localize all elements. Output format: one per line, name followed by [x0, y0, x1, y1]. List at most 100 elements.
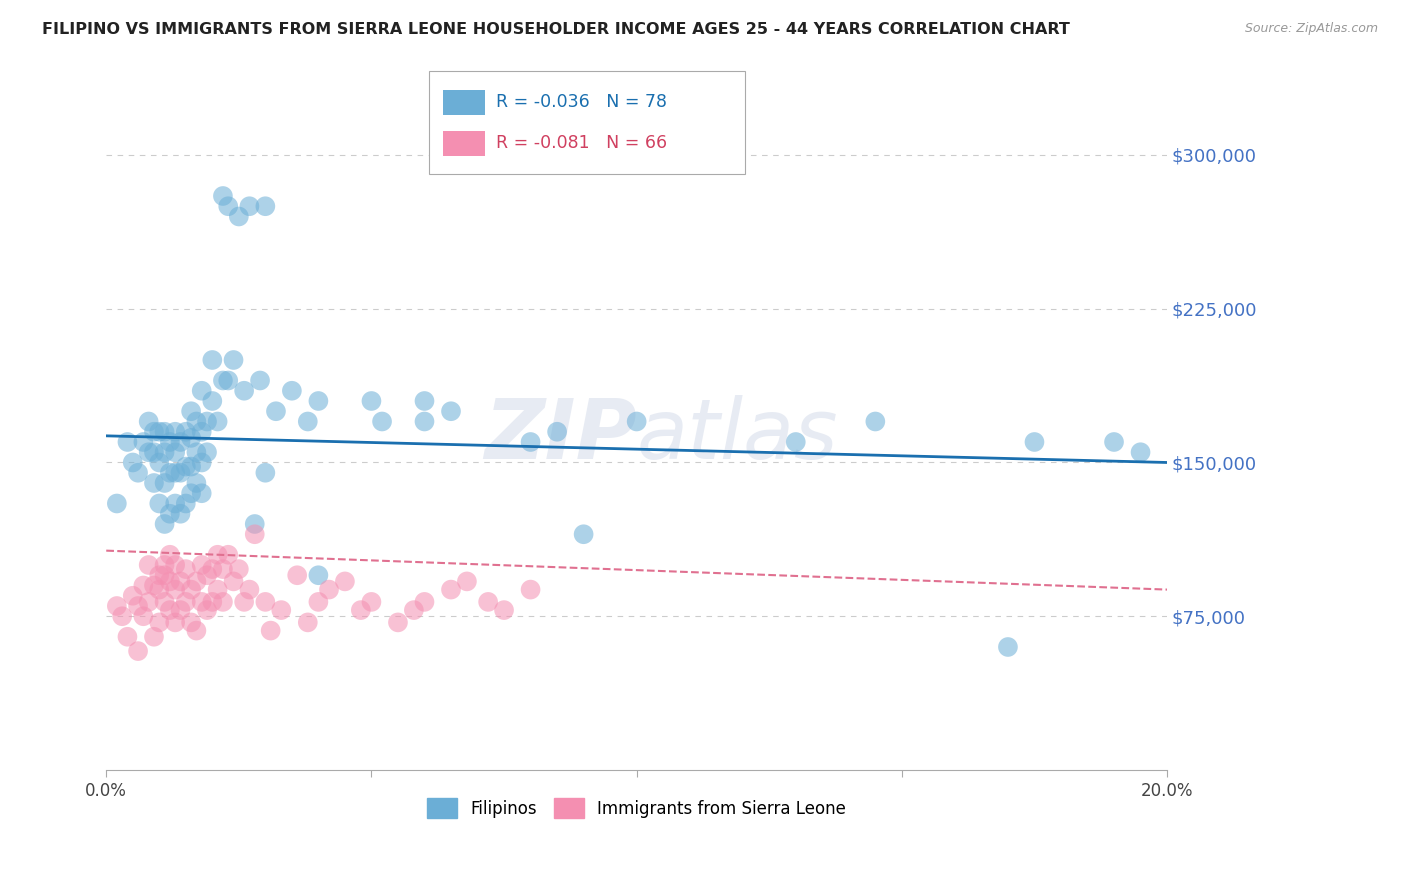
Legend: Filipinos, Immigrants from Sierra Leone: Filipinos, Immigrants from Sierra Leone — [420, 792, 852, 824]
Point — [865, 415, 887, 429]
Point — [1024, 435, 1046, 450]
Point — [228, 210, 250, 224]
Point — [165, 615, 187, 630]
Point — [117, 435, 139, 450]
Point — [153, 568, 176, 582]
Point — [350, 603, 373, 617]
Point — [153, 595, 176, 609]
Point — [456, 574, 478, 589]
Point — [626, 415, 648, 429]
Point — [297, 615, 319, 630]
Point — [222, 574, 245, 589]
Point — [413, 595, 436, 609]
Point — [174, 595, 197, 609]
Point — [180, 431, 202, 445]
Point — [190, 425, 212, 439]
Point — [477, 595, 499, 609]
Point — [165, 425, 187, 439]
Point — [165, 558, 187, 572]
Point — [159, 603, 181, 617]
Point — [169, 466, 191, 480]
Point — [360, 394, 382, 409]
Point — [785, 435, 807, 450]
Point — [169, 603, 191, 617]
Point — [159, 435, 181, 450]
Point — [169, 435, 191, 450]
Point — [148, 615, 170, 630]
Point — [169, 574, 191, 589]
Point — [238, 582, 260, 597]
Point — [132, 435, 155, 450]
Point — [153, 475, 176, 490]
Point — [148, 496, 170, 510]
Point — [413, 415, 436, 429]
Point — [997, 640, 1019, 654]
Text: R = -0.081   N = 66: R = -0.081 N = 66 — [496, 135, 668, 153]
Point — [127, 466, 149, 480]
Point — [186, 574, 208, 589]
Point — [195, 445, 218, 459]
Point — [148, 582, 170, 597]
Point — [307, 568, 329, 582]
Point — [190, 486, 212, 500]
Point — [153, 445, 176, 459]
Point — [148, 425, 170, 439]
Point — [413, 394, 436, 409]
Point — [159, 507, 181, 521]
Point — [195, 568, 218, 582]
Point — [159, 466, 181, 480]
Point — [519, 435, 541, 450]
Point — [174, 459, 197, 474]
Point — [138, 558, 160, 572]
Point — [186, 475, 208, 490]
Point — [201, 353, 224, 368]
Text: ZIP: ZIP — [484, 395, 637, 476]
Point — [121, 589, 143, 603]
Point — [371, 415, 394, 429]
Point — [169, 507, 191, 521]
Point — [243, 527, 266, 541]
Point — [148, 568, 170, 582]
Point — [333, 574, 356, 589]
Point — [387, 615, 409, 630]
Point — [111, 609, 134, 624]
Point — [212, 595, 235, 609]
Point — [249, 374, 271, 388]
Point — [233, 384, 256, 398]
Point — [138, 415, 160, 429]
Point — [138, 445, 160, 459]
Point — [190, 384, 212, 398]
Point — [143, 445, 166, 459]
Point — [207, 548, 229, 562]
Point — [165, 466, 187, 480]
Point — [572, 527, 595, 541]
Point — [254, 199, 277, 213]
Point — [519, 582, 541, 597]
Point — [233, 595, 256, 609]
Text: R = -0.036   N = 78: R = -0.036 N = 78 — [496, 94, 668, 112]
Point — [143, 425, 166, 439]
Point — [360, 595, 382, 609]
Point — [238, 199, 260, 213]
Point — [190, 455, 212, 469]
Point — [190, 558, 212, 572]
Point — [307, 394, 329, 409]
Text: FILIPINO VS IMMIGRANTS FROM SIERRA LEONE HOUSEHOLDER INCOME AGES 25 - 44 YEARS C: FILIPINO VS IMMIGRANTS FROM SIERRA LEONE… — [42, 22, 1070, 37]
Point — [440, 582, 463, 597]
Point — [402, 603, 425, 617]
Point — [217, 374, 239, 388]
Point — [165, 582, 187, 597]
Point — [153, 558, 176, 572]
Point — [217, 548, 239, 562]
Point — [281, 384, 304, 398]
Text: atlas: atlas — [637, 395, 838, 476]
Point — [127, 599, 149, 613]
Point — [132, 578, 155, 592]
Text: Source: ZipAtlas.com: Source: ZipAtlas.com — [1244, 22, 1378, 36]
Point — [180, 582, 202, 597]
Point — [138, 595, 160, 609]
Point — [260, 624, 283, 638]
Point — [180, 404, 202, 418]
Point — [143, 578, 166, 592]
Point — [212, 374, 235, 388]
